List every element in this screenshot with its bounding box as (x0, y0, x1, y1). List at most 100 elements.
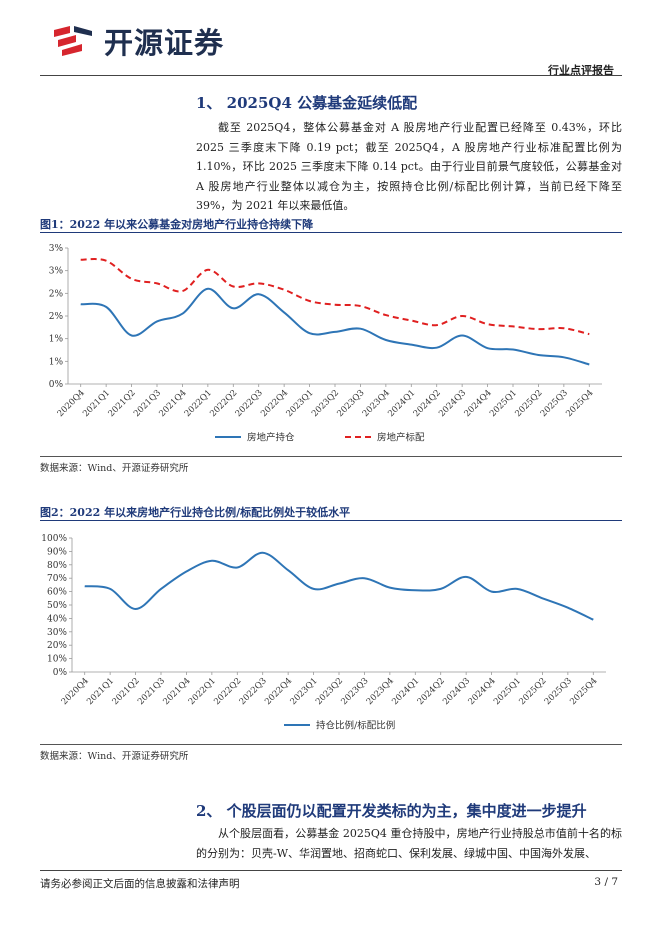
data-point (464, 574, 469, 579)
y-tick-label: 70% (47, 574, 67, 584)
page-number: 3 / 7 (594, 876, 618, 888)
data-point (460, 314, 465, 319)
data-point (485, 346, 490, 351)
figure-1-top-rule (40, 232, 622, 233)
y-tick-label: 90% (47, 547, 67, 557)
legend-label-2: 房地产标配 (377, 432, 425, 444)
data-point (358, 326, 363, 331)
data-point (438, 586, 443, 591)
data-point (362, 576, 367, 581)
data-point (205, 267, 210, 272)
data-point (129, 333, 134, 338)
data-point (358, 304, 363, 309)
y-tick-label: 30% (47, 628, 67, 638)
y-tick-label: 3% (49, 267, 64, 277)
y-tick-label: 100% (41, 534, 67, 544)
data-point (540, 596, 545, 601)
data-point (409, 342, 414, 347)
data-point (129, 276, 134, 281)
data-point (515, 586, 520, 591)
figure-2-source: 数据来源：Wind、开源证券研究所 (40, 751, 189, 762)
legend-label-1: 房地产持仓 (247, 432, 295, 444)
y-tick-label: 80% (47, 561, 67, 571)
data-point (311, 586, 316, 591)
data-point (286, 568, 291, 573)
data-point (209, 558, 214, 563)
data-point (231, 284, 236, 289)
data-point (333, 329, 338, 334)
data-point (307, 299, 312, 304)
data-point (256, 292, 261, 297)
figure-1-source-rule (40, 456, 622, 457)
figure-1-source: 数据来源：Wind、开源证券研究所 (40, 463, 189, 474)
y-tick-label: 0% (53, 668, 68, 678)
series-line-1 (80, 287, 590, 366)
figure-1-title: 图1：2022 年以来公募基金对房地产行业持仓持续下降 (40, 218, 314, 231)
section-2-title: 2、 个股层面仍以配置开发类标的为主，集中度进一步提升 (196, 802, 587, 820)
data-point (536, 327, 541, 332)
report-type-label: 行业点评报告 (548, 64, 614, 77)
header-divider (40, 75, 622, 76)
data-point (511, 347, 516, 352)
data-point (591, 617, 596, 622)
data-point (434, 323, 439, 328)
data-point (133, 607, 138, 612)
logo-mark-icon (54, 26, 92, 56)
data-point (561, 355, 566, 360)
y-tick-label: 2% (49, 312, 64, 322)
data-point (587, 362, 592, 367)
data-point (260, 550, 265, 555)
y-tick-label: 2% (49, 289, 64, 299)
data-point (180, 289, 185, 294)
section-2-paragraph: 从个股层面看，公募基金 2025Q4 重仓持股中，房地产行业持股总市值前十名的标… (196, 827, 622, 860)
y-tick-label: 50% (47, 601, 67, 611)
y-tick-label: 60% (47, 588, 67, 598)
figure-1-chart: 0%1%1%2%2%3%3%2020Q42021Q12021Q22021Q320… (49, 244, 602, 444)
data-point (587, 332, 592, 337)
data-point (333, 302, 338, 307)
data-point (460, 333, 465, 338)
y-tick-label: 1% (49, 335, 64, 345)
data-point (282, 310, 287, 315)
data-point (155, 319, 160, 324)
data-point (413, 588, 418, 593)
data-point (205, 286, 210, 291)
data-point (282, 287, 287, 292)
data-point (434, 345, 439, 350)
data-point (307, 331, 312, 336)
data-point (489, 589, 494, 594)
data-point (235, 565, 240, 570)
data-point (159, 586, 164, 591)
data-point (231, 306, 236, 311)
y-tick-label: 0% (49, 380, 64, 390)
data-point (337, 581, 342, 586)
data-point (184, 569, 189, 574)
x-tick-label: 2025Q4 (564, 388, 595, 419)
data-point (511, 324, 516, 329)
data-point (485, 322, 490, 327)
data-point (78, 257, 83, 262)
figure-2-title: 图2：2022 年以来房地产行业持仓比例/标配比例处于较低水平 (40, 506, 351, 519)
data-point (108, 586, 113, 591)
series-line-2 (80, 258, 590, 336)
y-tick-label: 40% (47, 614, 67, 624)
figure-2-chart: 0%10%20%30%40%50%60%70%80%90%100%2020Q42… (41, 534, 606, 732)
footer-divider (40, 870, 622, 871)
data-point (78, 302, 83, 307)
data-point (82, 584, 87, 589)
series-line-1 (84, 551, 594, 621)
company-logo: 开源证券 (52, 20, 224, 62)
data-point (565, 605, 570, 610)
y-tick-label: 3% (49, 244, 64, 254)
data-point (104, 258, 109, 263)
company-name: 开源证券 (104, 26, 225, 60)
data-point (104, 304, 109, 309)
data-point (180, 311, 185, 316)
figure-2-top-rule (40, 520, 622, 521)
x-tick-label: 2025Q4 (568, 676, 599, 707)
section-1-title: 1、 2025Q4 公募基金延续低配 (196, 94, 418, 112)
footer-disclaimer: 请务必参阅正文后面的信息披露和法律声明 (40, 878, 240, 890)
data-point (387, 585, 392, 590)
data-point (536, 352, 541, 357)
data-point (383, 338, 388, 343)
